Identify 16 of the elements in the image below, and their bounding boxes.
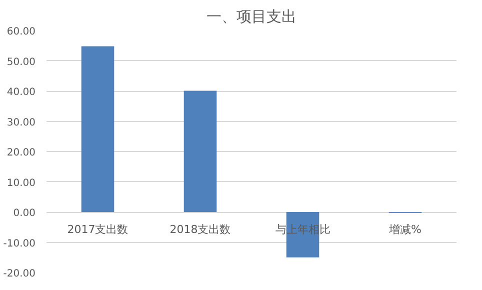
- bar: [286, 212, 320, 258]
- chart-title: 一、项目支出: [206, 8, 296, 26]
- y-tick-label: 20.00: [6, 148, 36, 158]
- y-tick-label: 60.00: [6, 26, 36, 38]
- bar: [81, 46, 114, 212]
- y-tick-label: 0.00: [13, 208, 36, 219]
- x-tick-label: 2017支出数: [67, 223, 128, 236]
- x-tick-label: 增减%: [388, 223, 422, 236]
- y-tick-label: -10.00: [3, 238, 36, 250]
- y-tick-label: -20.00: [3, 268, 36, 280]
- bar: [184, 90, 217, 212]
- x-tick-label: 2018支出数: [170, 223, 231, 236]
- y-tick-label: 50.00: [6, 56, 36, 68]
- y-tick-label: 40.00: [6, 87, 36, 98]
- y-tick-label: 30.00: [6, 117, 36, 128]
- y-tick-label: 10.00: [6, 178, 36, 189]
